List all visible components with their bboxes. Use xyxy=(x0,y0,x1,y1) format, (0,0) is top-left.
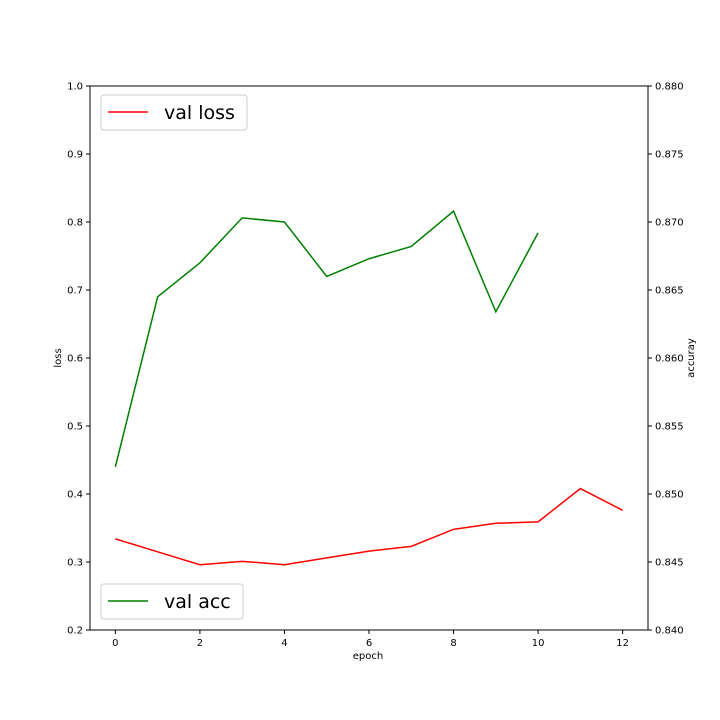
x-tick-label: 12 xyxy=(616,638,629,649)
y-tick-label-left: 0.5 xyxy=(67,422,83,433)
legend-label-val-loss: val loss xyxy=(164,102,235,124)
y-tick-label-right: 0.880 xyxy=(655,82,684,93)
y-tick-label-left: 0.8 xyxy=(67,218,83,229)
y-axis-label-left: loss xyxy=(53,348,64,367)
y-tick-label-right: 0.855 xyxy=(655,422,684,433)
y-tick-label-right: 0.875 xyxy=(655,150,684,161)
y-tick-label-left: 0.9 xyxy=(67,150,83,161)
x-tick-label: 10 xyxy=(532,638,545,649)
legend-box xyxy=(100,94,248,131)
legend-val-loss: val loss xyxy=(100,94,248,131)
x-axis-label: epoch xyxy=(353,651,383,662)
y-tick-label-right: 0.860 xyxy=(655,354,684,365)
legend-box xyxy=(100,583,244,620)
axes: 0 2 4 6 8 10 12 0.2 0.3 0.4 0.5 0.6 0.7 0.8 0.9 1.0 0.84… xyxy=(67,82,684,650)
x-tick-label: 2 xyxy=(197,638,203,649)
y-tick-label-right: 0.845 xyxy=(655,558,684,569)
x-tick-label: 8 xyxy=(450,638,456,649)
y-tick-label-left: 0.2 xyxy=(67,626,83,637)
plot-frame xyxy=(89,85,649,631)
series-line-val-acc xyxy=(114,209,539,467)
y-tick-label-right: 0.850 xyxy=(655,490,684,501)
legend-val-acc: val acc xyxy=(100,583,244,620)
x-tick-label: 4 xyxy=(281,638,287,649)
y-tick-label-left: 1.0 xyxy=(67,82,83,93)
y-tick-label-left: 0.3 xyxy=(67,558,83,569)
y-tick-label-right: 0.840 xyxy=(655,626,684,637)
x-tick-label: 6 xyxy=(366,638,372,649)
y-tick-label-left: 0.7 xyxy=(67,286,83,297)
x-tick-label: 0 xyxy=(112,638,118,649)
plot-area xyxy=(114,209,623,566)
y-tick-label-left: 0.6 xyxy=(67,354,83,365)
legend-label-val-acc: val acc xyxy=(164,591,231,613)
series-line-val-loss xyxy=(115,487,623,566)
y-tick-label-right: 0.870 xyxy=(655,218,684,229)
y-tick-label-right: 0.865 xyxy=(655,286,684,297)
y-tick-label-left: 0.4 xyxy=(67,490,83,501)
y-axis-label-right: accuray xyxy=(686,338,697,378)
